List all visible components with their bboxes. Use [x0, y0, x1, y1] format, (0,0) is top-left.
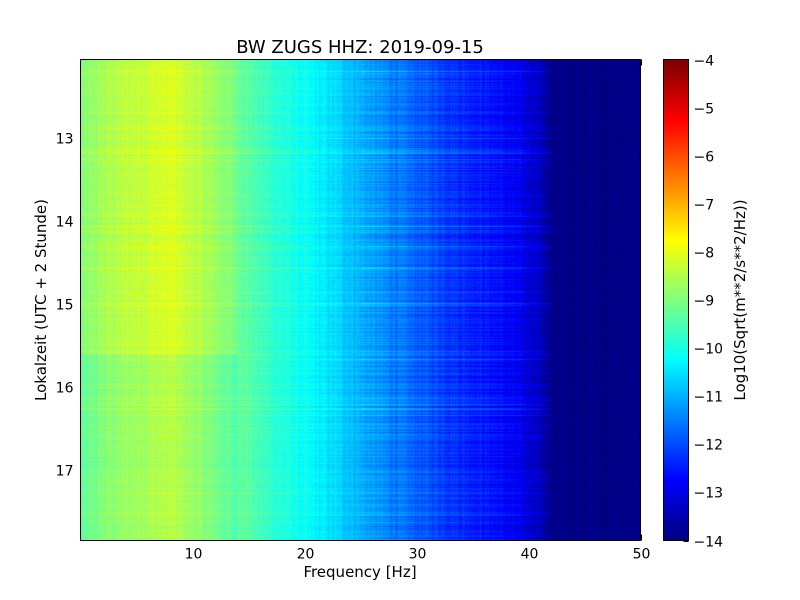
colorbar-tick-label: −12	[694, 438, 724, 454]
chart-title: BW ZUGS HHZ: 2019-09-15	[236, 37, 484, 58]
x-tick-label: 20	[297, 547, 315, 563]
colorbar-label: Log10(Sqrt(m**2/s**2/Hz))	[731, 199, 749, 400]
y-tick-label: 17	[56, 464, 74, 480]
y-axis-label: Lokalzeit (UTC + 2 Stunde)	[32, 199, 50, 401]
colorbar-ticks: −14 −13 −12 −11 −10 −9 −8 −7 −6 −5 −4	[683, 54, 724, 551]
y-tick-label: 16	[56, 381, 74, 397]
y-axis-ticks: 13 14 15 16 17	[56, 132, 641, 480]
colorbar-tick-label: −7	[694, 198, 715, 214]
x-tick-label: 40	[521, 547, 539, 563]
colorbar-tick-label: −9	[694, 294, 715, 310]
plot-frame	[80, 59, 641, 541]
colorbar-tick-label: −11	[694, 390, 724, 406]
x-tick-label: 50	[633, 547, 651, 563]
spectrogram-heatmap	[81, 60, 640, 540]
colorbar-tick-label: −14	[694, 535, 724, 551]
colorbar-tick-label: −10	[694, 342, 724, 358]
x-tick-label: 30	[409, 547, 427, 563]
y-tick-label: 14	[56, 215, 74, 231]
colorbar-tick-label: −8	[694, 246, 715, 262]
y-tick-label: 15	[56, 298, 74, 314]
y-tick-label: 13	[56, 132, 74, 148]
x-tick-label: 10	[185, 547, 203, 563]
colorbar-tick-label: −13	[694, 486, 724, 502]
colorbar-tick-label: −6	[694, 150, 715, 166]
colorbar-tick-label: −5	[694, 102, 715, 118]
colorbar-gradient	[664, 60, 688, 540]
colorbar-tick-label: −4	[694, 54, 715, 70]
x-axis-label: Frequency [Hz]	[303, 563, 416, 581]
